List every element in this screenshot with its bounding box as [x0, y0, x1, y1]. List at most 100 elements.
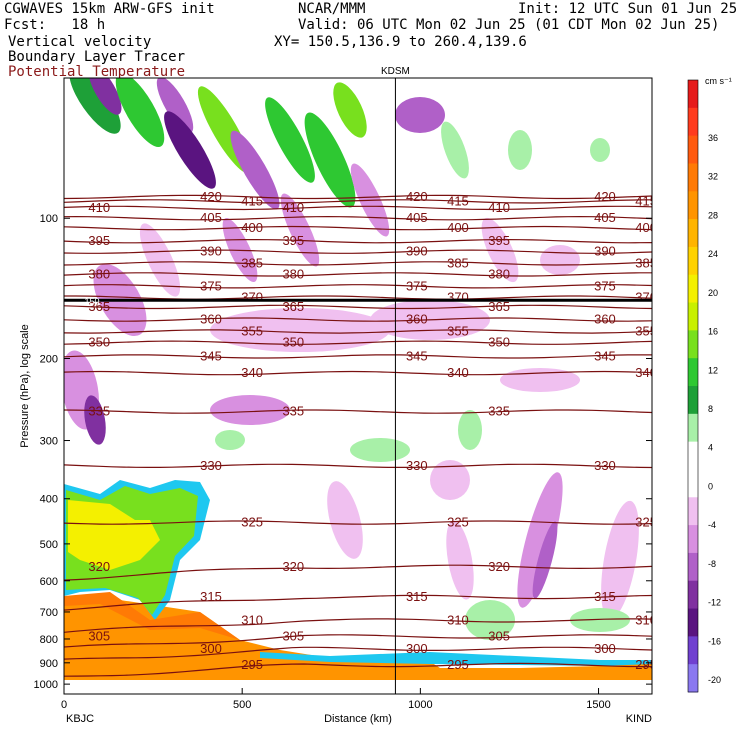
theta-line [64, 304, 652, 310]
theta-label: 305 [488, 628, 510, 643]
theta-label: 380 [88, 266, 110, 281]
theta-line [64, 249, 652, 254]
theta-label: 365 [488, 299, 510, 314]
theta-label: 400 [241, 220, 263, 235]
vv-cell [570, 608, 630, 632]
colorbar-swatch [688, 608, 698, 637]
colorbar-swatch [688, 107, 698, 137]
vv-cell [215, 430, 245, 450]
theta-label: 300 [594, 641, 616, 656]
theta-label: 380 [282, 266, 304, 281]
colorbar: cm s⁻¹ 36 32 28 24 20 16 12 8 4 0 -4 -8 -12 -16 -20 [687, 76, 732, 693]
theta-line [64, 205, 652, 211]
theta-line [64, 340, 652, 345]
colorbar-swatch [688, 219, 698, 248]
theta-line [64, 194, 652, 200]
colorbar-swatch [688, 664, 698, 693]
colorbar-swatch [688, 413, 698, 443]
theta-label: 395 [282, 233, 304, 248]
theta-label: 375 [200, 278, 222, 293]
theta-label: 395 [88, 233, 110, 248]
colorbar-swatch [688, 441, 698, 470]
org-label: NCAR/MMM [298, 1, 366, 17]
y-tick-label: 500 [40, 539, 58, 551]
theta-label: 330 [594, 458, 616, 473]
theta-label: 360 [200, 312, 222, 327]
theta-line [64, 239, 652, 244]
x-tick-label: 1000 [408, 699, 432, 711]
theta-label: 315 [406, 589, 428, 604]
colorbar-label: -8 [708, 559, 716, 569]
vv-cell [458, 410, 482, 450]
plot-frame [63, 77, 653, 695]
field-potential-temperature: Potential Temperature [8, 64, 186, 80]
theta-line [64, 564, 652, 581]
tracer-core [68, 500, 160, 570]
theta-label: 300 [200, 641, 222, 656]
theta-line [64, 272, 652, 277]
theta-line [64, 284, 652, 289]
forecast-hour: Fcst: 18 h [4, 17, 106, 33]
y-tick-label: 300 [40, 436, 58, 448]
colorbar-label: 20 [708, 288, 718, 298]
vv-cell [441, 121, 469, 179]
vv-cell [601, 500, 639, 620]
theta-label: 360 [594, 312, 616, 327]
colorbar-swatch [688, 497, 698, 526]
field-vertical-velocity: Vertical velocity [8, 34, 152, 50]
theta-label: 325 [241, 515, 263, 530]
boundary-layer-top [64, 592, 240, 640]
colorbar-label: 24 [708, 249, 718, 259]
theta-label: 320 [88, 559, 110, 574]
theta-line [64, 594, 652, 611]
theta-label: 375 [406, 278, 428, 293]
vv-cell [304, 112, 356, 208]
theta-line [64, 225, 652, 231]
vv-cell [540, 245, 580, 275]
theta-label: 330 [200, 458, 222, 473]
field-boundary-layer: Boundary Layer Tracer [8, 49, 186, 65]
theta-line [64, 409, 652, 414]
theta-line [64, 199, 652, 204]
theta-label: 325 [447, 515, 469, 530]
vv-cell [508, 130, 532, 170]
colorbar-swatch [688, 636, 698, 665]
vv-cell [210, 395, 290, 425]
theta-line [64, 634, 652, 648]
ground [64, 680, 652, 694]
left-endpoint: KBJC [66, 713, 94, 725]
boundary-layer-edge [260, 652, 652, 666]
theta-label: 300 [406, 641, 428, 656]
y-tick-label: 600 [40, 576, 58, 588]
theta-label: 380 [488, 266, 510, 281]
theta-label: 350 [282, 335, 304, 350]
theta-label: 370 [241, 290, 263, 305]
vv-cell [230, 130, 280, 210]
vv-cell [333, 82, 367, 138]
x-axis-label: Distance (km) [324, 713, 392, 725]
theta-label: 355 [635, 323, 657, 338]
theta-label: 400 [635, 220, 657, 235]
colorbar-swatch [688, 358, 698, 387]
theta-label: 365 [88, 299, 110, 314]
colorbar-label: 4 [708, 443, 713, 453]
theta-label: 345 [594, 348, 616, 363]
y-tick-label: 1000 [34, 679, 58, 691]
theta-label: 410 [282, 200, 304, 215]
theta-label: 325 [635, 515, 657, 530]
theta-label: 370 [635, 290, 657, 305]
vv-cell [446, 520, 474, 600]
x-tick-label: 500 [233, 699, 251, 711]
theta-label: 350 [488, 335, 510, 350]
theta-label: 405 [200, 210, 222, 225]
colorbar-swatch [688, 330, 698, 359]
vv-cell [164, 111, 216, 189]
theta-label: 335 [488, 404, 510, 419]
theta-line [64, 463, 652, 469]
y-tick-label: 100 [40, 213, 58, 225]
vv-cell [84, 395, 106, 445]
colorbar-label: -16 [708, 636, 721, 646]
theta-label: 395 [488, 233, 510, 248]
theta-label: 340 [241, 365, 263, 380]
